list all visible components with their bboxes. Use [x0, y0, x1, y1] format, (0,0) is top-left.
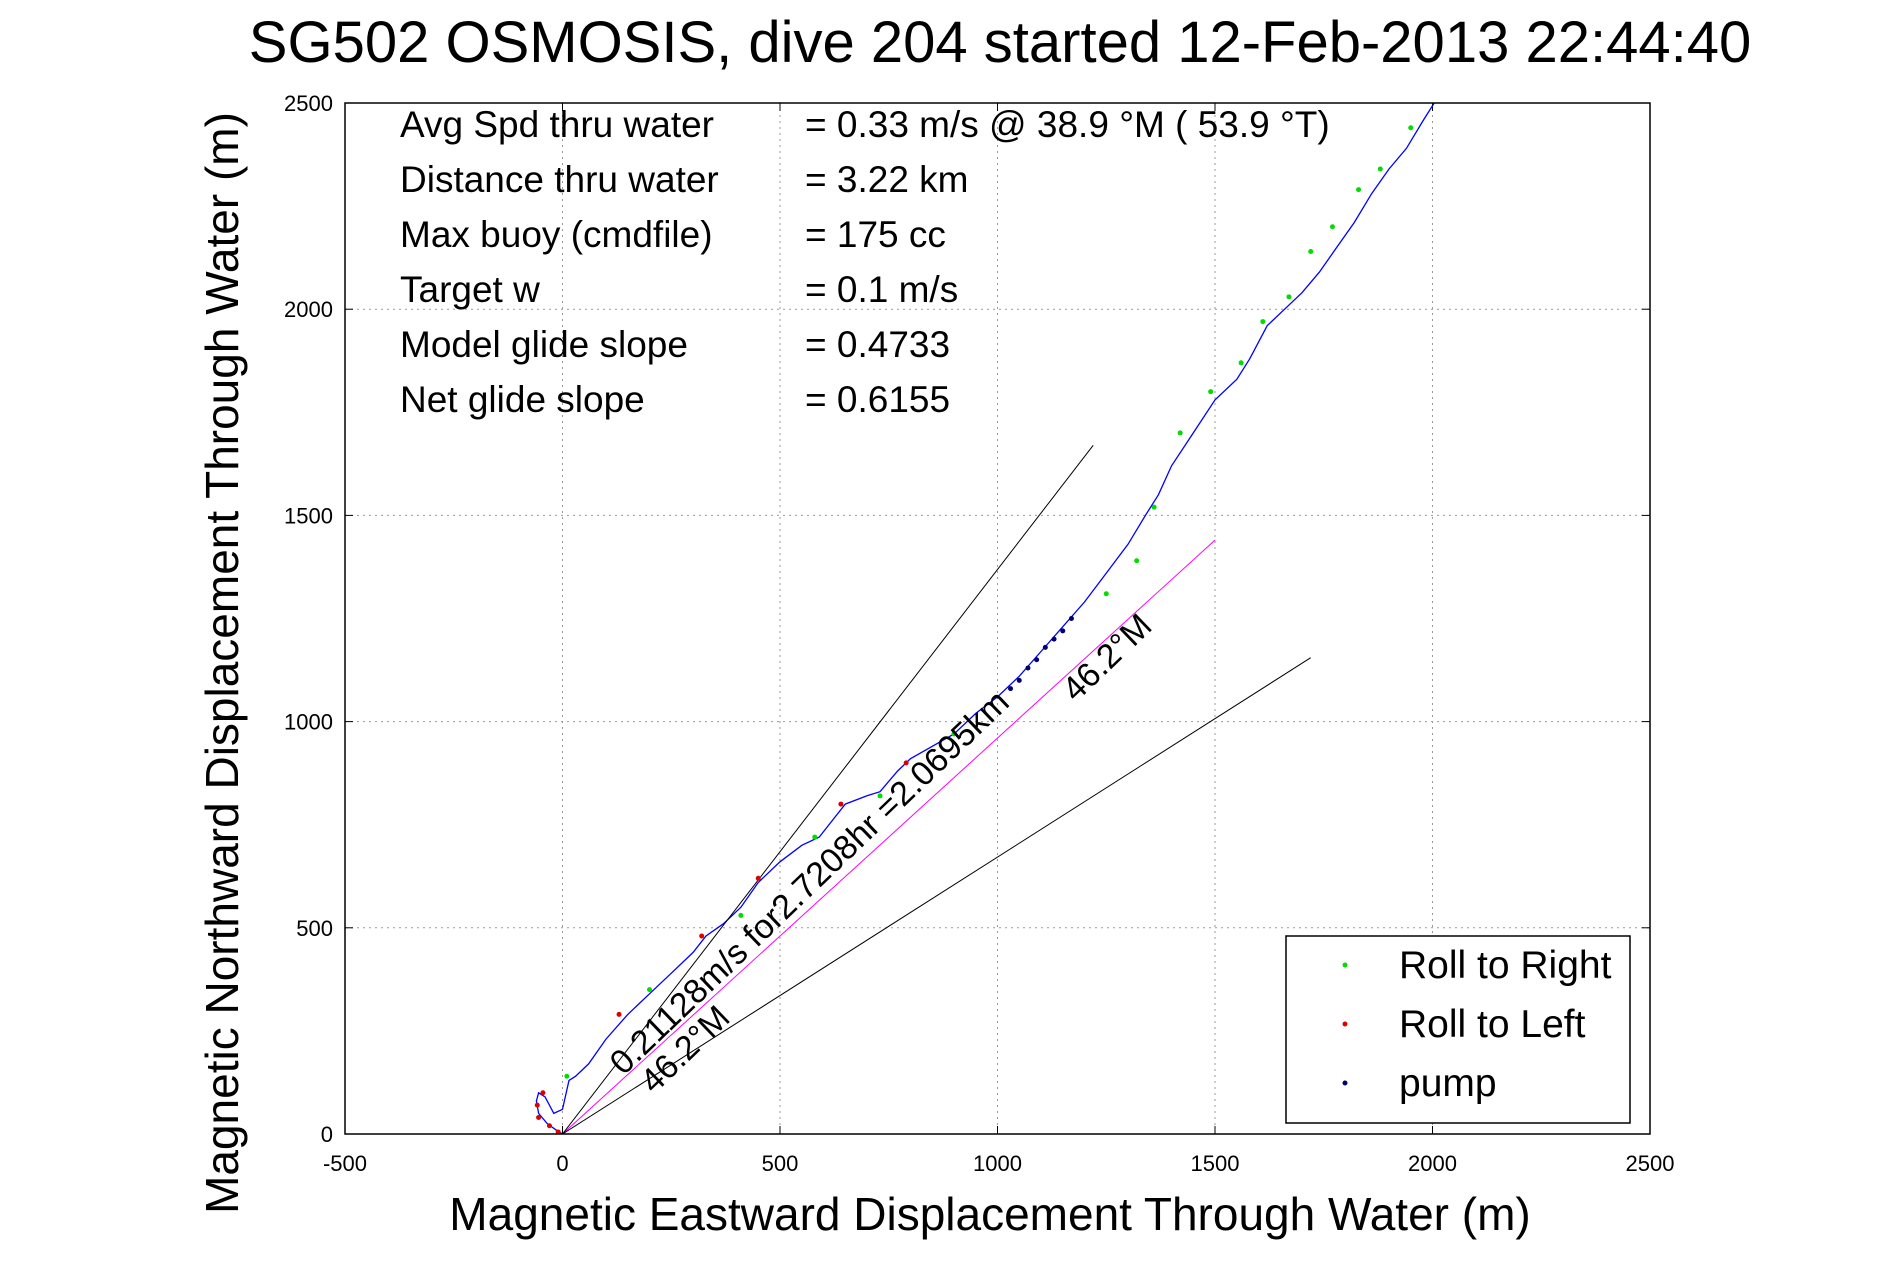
info-panel: Avg Spd thru water = 0.33 m/s @ 38.9 °M (… — [400, 104, 1330, 420]
marker-roll-left — [755, 875, 761, 881]
x-axis-label: Magnetic Eastward Displacement Through W… — [449, 1188, 1530, 1240]
marker-roll-right — [1177, 430, 1183, 436]
legend-swatch — [1342, 1080, 1348, 1086]
marker-pump — [1034, 657, 1040, 663]
marker-roll-right — [564, 1073, 570, 1079]
info-label: Distance thru water — [400, 159, 719, 200]
info-label: Model glide slope — [400, 324, 688, 365]
marker-roll-left — [536, 1115, 542, 1121]
marker-roll-right — [1308, 248, 1314, 254]
y-tick-label: 1500 — [284, 503, 333, 528]
series-guide — [562, 657, 1311, 1134]
marker-roll-left — [540, 1090, 546, 1096]
info-value: = 175 cc — [805, 214, 946, 255]
axis-ticks: -500 0 500 1000 1500 2000 2500 0 500 1000 1500 2000… — [284, 91, 1674, 1176]
marker-pump — [1025, 665, 1031, 671]
x-tick-label: 2000 — [1408, 1151, 1457, 1176]
info-label: Max buoy (cmdfile) — [400, 214, 713, 255]
annotations: 0.21128m/s for2.7208hr =2.0695km46.2°M46… — [603, 607, 1160, 1101]
marker-roll-right — [951, 731, 957, 737]
marker-pump — [1060, 628, 1066, 634]
y-axis-label: Magnetic Northward Displacement Through … — [196, 112, 248, 1214]
marker-pump — [1008, 686, 1014, 692]
info-label: Avg Spd thru water — [400, 104, 714, 145]
marker-roll-left — [699, 933, 705, 939]
info-value: = 0.4733 — [805, 324, 950, 365]
x-tick-label: 1000 — [973, 1151, 1022, 1176]
marker-roll-right — [1103, 591, 1109, 597]
marker-roll-left — [546, 1123, 552, 1129]
annotation-label: 46.2°M — [1055, 607, 1159, 709]
marker-roll-right — [1208, 389, 1214, 395]
marker-roll-right — [1356, 187, 1362, 193]
y-tick-label: 1000 — [284, 710, 333, 735]
marker-roll-right — [1134, 558, 1140, 564]
info-value: = 3.22 km — [805, 159, 969, 200]
series-track — [535, 103, 1435, 1134]
marker-roll-right — [1329, 224, 1335, 230]
marker-pump — [1016, 677, 1022, 683]
info-value: = 0.33 m/s @ 38.9 °M ( 53.9 °T) — [805, 104, 1330, 145]
marker-roll-right — [1260, 319, 1266, 325]
series-current-vector — [562, 539, 1216, 1134]
y-tick-label: 0 — [321, 1122, 333, 1147]
data-series — [535, 103, 1435, 1134]
y-tick-label: 2000 — [284, 297, 333, 322]
marker-roll-left — [838, 801, 844, 807]
y-tick-label: 2500 — [284, 91, 333, 116]
marker-roll-left — [534, 1102, 540, 1108]
x-tick-label: 500 — [762, 1151, 799, 1176]
info-label: Target w — [400, 269, 540, 310]
annotation-label: 0.21128m/s for2.7208hr =2.0695km — [603, 683, 1017, 1082]
marker-roll-left — [903, 760, 909, 766]
legend: Roll to Right Roll to Left pump — [1285, 935, 1631, 1124]
x-tick-label: 2500 — [1626, 1151, 1675, 1176]
marker-pump — [1068, 616, 1074, 621]
marker-pump — [1042, 644, 1048, 650]
chart-title: SG502 OSMOSIS, dive 204 started 12-Feb-2… — [249, 10, 1751, 75]
marker-roll-right — [1377, 166, 1383, 172]
marker-roll-left — [616, 1011, 622, 1017]
legend-box — [1285, 935, 1631, 1124]
info-value: = 0.6155 — [805, 379, 950, 420]
marker-roll-right — [812, 834, 818, 840]
marker-roll-right — [1151, 504, 1157, 510]
legend-label: pump — [1399, 1062, 1497, 1105]
legend-swatch — [1342, 962, 1348, 968]
plot-frame — [344, 102, 1651, 1135]
x-tick-label: 1500 — [1191, 1151, 1240, 1176]
info-value: = 0.1 m/s — [805, 269, 958, 310]
legend-label: Roll to Right — [1399, 944, 1612, 987]
data-markers — [534, 125, 1414, 1135]
marker-roll-right — [1238, 360, 1244, 366]
marker-roll-right — [877, 793, 883, 799]
x-tick-label: -500 — [323, 1151, 367, 1176]
legend-label: Roll to Left — [1399, 1003, 1586, 1046]
info-label: Net glide slope — [400, 379, 645, 420]
x-tick-label: 0 — [556, 1151, 568, 1176]
legend-swatch — [1342, 1021, 1348, 1027]
marker-roll-right — [647, 987, 652, 993]
marker-pump — [1051, 636, 1057, 642]
series-guide — [562, 444, 1094, 1134]
marker-roll-left — [555, 1129, 561, 1135]
marker-roll-right — [1286, 294, 1292, 300]
y-tick-label: 500 — [296, 916, 333, 941]
marker-roll-right — [738, 912, 744, 918]
marker-roll-right — [1408, 125, 1414, 131]
